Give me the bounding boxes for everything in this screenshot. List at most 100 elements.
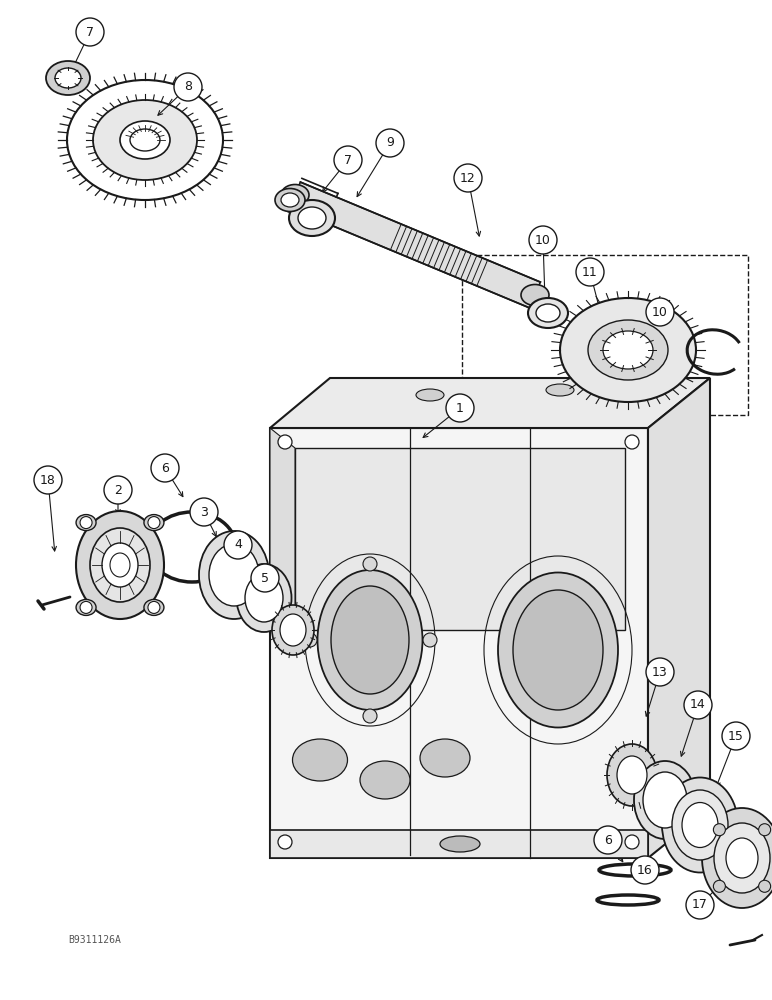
Polygon shape — [270, 378, 710, 428]
Ellipse shape — [672, 790, 728, 860]
Ellipse shape — [55, 68, 81, 88]
Ellipse shape — [281, 193, 299, 207]
Ellipse shape — [289, 200, 335, 236]
Circle shape — [646, 298, 674, 326]
Ellipse shape — [603, 331, 653, 369]
Polygon shape — [648, 378, 710, 858]
Ellipse shape — [420, 739, 470, 777]
Text: 11: 11 — [582, 265, 598, 278]
Text: 13: 13 — [652, 666, 668, 678]
Ellipse shape — [440, 836, 480, 852]
Circle shape — [646, 658, 674, 686]
Circle shape — [251, 564, 279, 592]
Circle shape — [80, 517, 92, 529]
Ellipse shape — [634, 761, 696, 839]
Circle shape — [334, 146, 362, 174]
Ellipse shape — [560, 298, 696, 402]
Circle shape — [278, 435, 292, 449]
Circle shape — [174, 73, 202, 101]
Ellipse shape — [76, 511, 164, 619]
Ellipse shape — [293, 739, 347, 781]
Ellipse shape — [272, 605, 314, 655]
Circle shape — [151, 454, 179, 482]
Circle shape — [278, 835, 292, 849]
Circle shape — [363, 557, 377, 571]
Ellipse shape — [236, 564, 292, 632]
Circle shape — [303, 633, 317, 647]
Ellipse shape — [360, 761, 410, 799]
Ellipse shape — [120, 121, 170, 159]
Circle shape — [423, 633, 437, 647]
Ellipse shape — [617, 756, 647, 794]
Text: 4: 4 — [234, 538, 242, 552]
Text: 10: 10 — [652, 306, 668, 318]
Polygon shape — [270, 428, 648, 858]
Ellipse shape — [76, 515, 96, 531]
Ellipse shape — [209, 544, 259, 606]
Polygon shape — [270, 830, 648, 858]
Circle shape — [594, 826, 622, 854]
Text: 7: 7 — [86, 25, 94, 38]
Text: 12: 12 — [460, 172, 476, 184]
Ellipse shape — [498, 572, 618, 728]
Text: 6: 6 — [604, 834, 612, 846]
Circle shape — [224, 531, 252, 559]
Ellipse shape — [275, 188, 305, 212]
Circle shape — [376, 129, 404, 157]
Ellipse shape — [702, 808, 772, 908]
Ellipse shape — [298, 207, 326, 229]
Ellipse shape — [714, 823, 770, 893]
Text: B9311126A: B9311126A — [68, 935, 121, 945]
Circle shape — [104, 476, 132, 504]
Ellipse shape — [76, 599, 96, 615]
Circle shape — [454, 164, 482, 192]
Ellipse shape — [416, 389, 444, 401]
Circle shape — [76, 18, 104, 46]
Text: 7: 7 — [344, 153, 352, 166]
Circle shape — [625, 835, 639, 849]
Text: 10: 10 — [535, 233, 551, 246]
Polygon shape — [290, 182, 540, 308]
Text: 16: 16 — [637, 863, 653, 876]
Ellipse shape — [546, 384, 574, 396]
Ellipse shape — [682, 802, 718, 848]
Text: 5: 5 — [261, 572, 269, 584]
Text: 18: 18 — [40, 474, 56, 487]
Ellipse shape — [662, 778, 738, 872]
Text: 3: 3 — [200, 506, 208, 518]
Ellipse shape — [726, 838, 758, 878]
Circle shape — [529, 226, 557, 254]
Circle shape — [631, 856, 659, 884]
Ellipse shape — [102, 543, 138, 587]
Text: 1: 1 — [456, 401, 464, 414]
Circle shape — [684, 691, 712, 719]
Circle shape — [713, 824, 726, 836]
Circle shape — [722, 722, 750, 750]
Ellipse shape — [90, 528, 150, 602]
Ellipse shape — [607, 744, 657, 806]
Ellipse shape — [46, 61, 90, 95]
Circle shape — [363, 709, 377, 723]
Ellipse shape — [93, 100, 197, 180]
Ellipse shape — [199, 531, 269, 619]
Ellipse shape — [528, 298, 568, 328]
Text: 2: 2 — [114, 484, 122, 496]
Circle shape — [148, 601, 160, 613]
Circle shape — [34, 466, 62, 494]
Ellipse shape — [144, 515, 164, 531]
Circle shape — [759, 824, 770, 836]
Circle shape — [686, 891, 714, 919]
Ellipse shape — [643, 772, 687, 828]
Circle shape — [80, 601, 92, 613]
Text: 8: 8 — [184, 81, 192, 94]
Ellipse shape — [513, 590, 603, 710]
Circle shape — [759, 880, 770, 892]
Text: 17: 17 — [692, 898, 708, 912]
Circle shape — [446, 394, 474, 422]
Ellipse shape — [588, 320, 668, 380]
Ellipse shape — [144, 599, 164, 615]
Text: 14: 14 — [690, 698, 706, 712]
Circle shape — [576, 258, 604, 286]
Ellipse shape — [521, 284, 549, 306]
Ellipse shape — [317, 570, 422, 710]
